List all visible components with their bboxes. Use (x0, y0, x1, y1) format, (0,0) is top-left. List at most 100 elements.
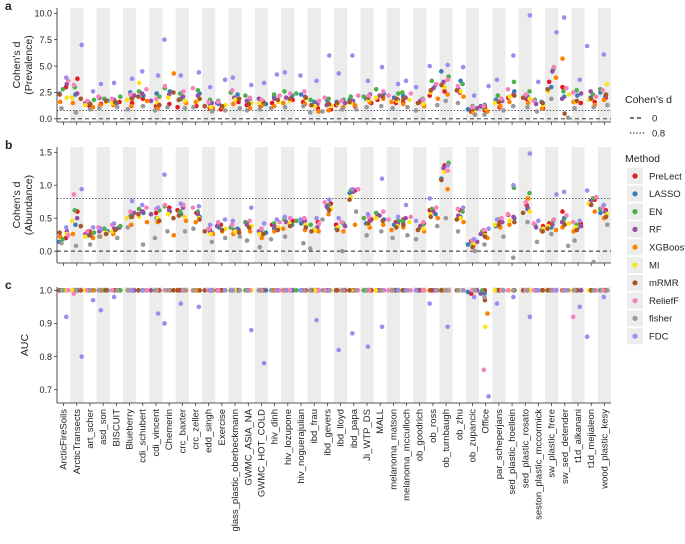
point-mrmr (512, 93, 517, 98)
point-en (511, 79, 517, 85)
dataset-label: MALL (375, 409, 386, 434)
point-fisher (320, 217, 325, 222)
point-fisher (96, 288, 102, 293)
dataset-label: crc_baxter (177, 409, 188, 453)
bg-band (439, 287, 453, 403)
point-en (395, 91, 401, 96)
point-mrmr (219, 103, 225, 109)
point-fisher (525, 104, 530, 110)
dataset-label: ibd_papa (349, 408, 360, 448)
point-mi (566, 92, 572, 97)
point-mrmr (428, 88, 434, 93)
bg-band (334, 287, 348, 403)
point-xgboost (316, 109, 321, 114)
point-mrmr (428, 288, 434, 293)
point-xgboost (461, 94, 466, 99)
point-fisher (353, 209, 359, 214)
point-fdc (282, 288, 288, 293)
point-fdc (395, 288, 401, 293)
point-lasso (465, 107, 471, 112)
point-mi (507, 218, 512, 224)
point-xgboost (435, 96, 441, 102)
point-xgboost (553, 75, 559, 80)
point-mrmr (78, 223, 84, 229)
point-fisher (257, 107, 263, 112)
point-mrmr (236, 230, 242, 235)
point-fdc (230, 218, 236, 224)
point-relieff (408, 91, 414, 96)
point-xgboost (326, 108, 331, 113)
point-en (118, 94, 123, 99)
point-fdc (139, 288, 145, 293)
point-mi (482, 324, 488, 330)
point-fisher (96, 105, 102, 111)
point-rf (533, 225, 539, 230)
point-relieff (421, 288, 426, 293)
legend-marker-relieff (632, 298, 638, 304)
point-fisher (390, 288, 395, 293)
point-prelect (153, 210, 159, 216)
point-fisher (443, 215, 449, 221)
point-lasso (73, 222, 78, 228)
legend-marker-en (632, 209, 638, 215)
panel-c: 0.7 0.8 0.9 1.0 c AUC (5, 278, 611, 406)
point-fdc (63, 75, 69, 80)
point-mi (407, 97, 412, 103)
point-fisher (152, 108, 158, 113)
dataset-label: hiv_lozupone (283, 409, 294, 465)
point-mrmr (588, 202, 594, 208)
point-mrmr (103, 98, 109, 104)
point-rf (478, 291, 484, 296)
point-fisher (244, 288, 250, 293)
point-fdc (494, 301, 500, 306)
point-xgboost (129, 222, 134, 228)
point-mi (232, 229, 238, 234)
point-fdc (326, 197, 332, 203)
point-fdc (90, 89, 96, 94)
point-fisher (340, 107, 345, 112)
point-mrmr (202, 103, 208, 109)
point-lasso (298, 221, 304, 226)
point-fdc (222, 77, 228, 83)
point-relieff (564, 85, 569, 91)
point-xgboost (57, 99, 63, 105)
point-mrmr (401, 222, 406, 228)
point-fdc (403, 78, 409, 84)
point-rf (478, 231, 484, 237)
point-mrmr (562, 222, 567, 228)
point-fisher (572, 288, 577, 293)
point-en (373, 210, 379, 216)
point-mrmr (439, 82, 444, 88)
point-fisher (472, 112, 478, 117)
bg-band (571, 147, 585, 263)
point-fisher (390, 235, 395, 241)
point-fdc (427, 301, 432, 306)
legend-label: fisher (649, 314, 672, 325)
point-mrmr (171, 90, 176, 95)
point-relieff (287, 91, 293, 96)
point-fdc (314, 215, 319, 221)
point-rf (550, 222, 555, 228)
point-relieff (593, 94, 599, 99)
point-lasso (482, 291, 487, 296)
point-relieff (600, 288, 606, 293)
point-xgboost (193, 219, 199, 225)
point-mi (373, 288, 379, 293)
point-fdc (155, 311, 161, 316)
point-mi (69, 218, 75, 224)
bg-band (492, 8, 506, 122)
point-relieff (505, 288, 511, 293)
point-mrmr (439, 288, 444, 293)
point-xgboost (497, 103, 503, 109)
point-mrmr (394, 96, 399, 102)
point-relieff (259, 226, 264, 232)
point-xgboost (272, 103, 277, 109)
dataset-label: Exercise (217, 409, 228, 445)
point-lasso (465, 289, 471, 295)
point-mrmr (347, 197, 352, 203)
point-fdc (178, 73, 184, 78)
point-mrmr (176, 213, 182, 218)
point-fdc (395, 81, 401, 87)
point-relieff (481, 227, 487, 233)
